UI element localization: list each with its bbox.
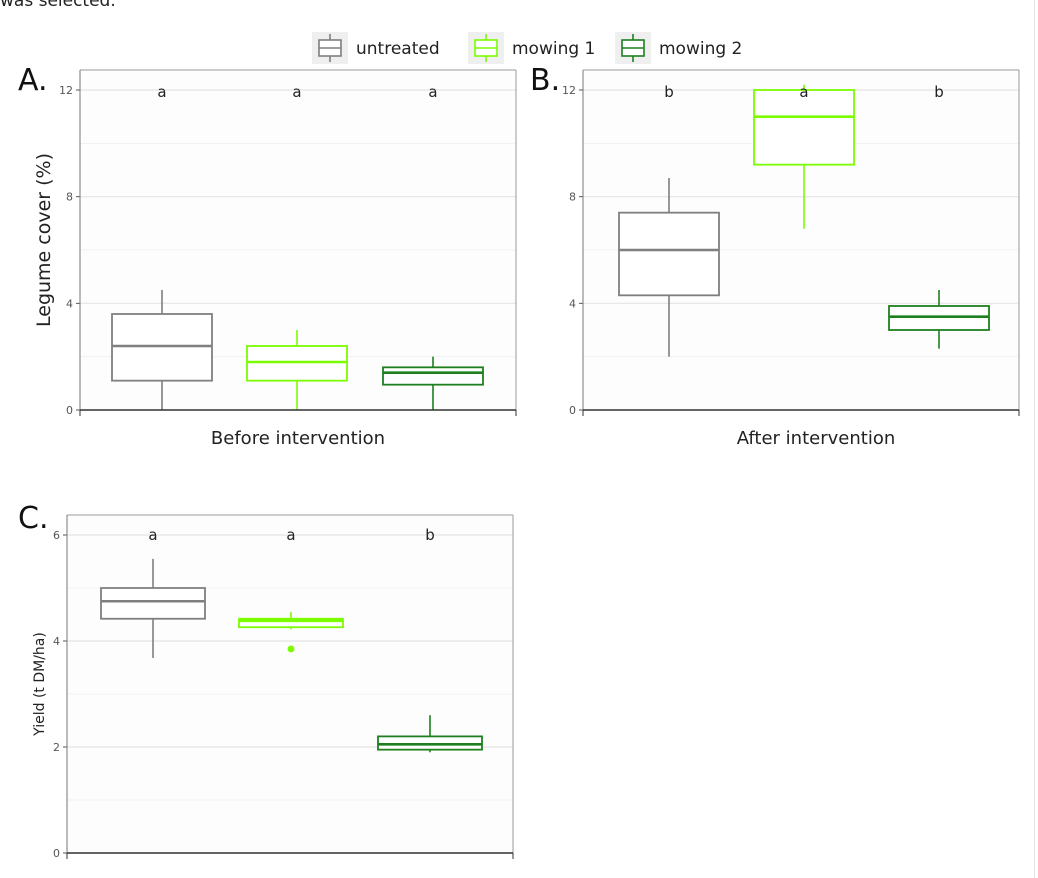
y-tick-label: 2 <box>53 741 60 754</box>
significance-letter: b <box>664 83 674 101</box>
box-mowing-2 <box>382 356 484 410</box>
top-text: was selected. <box>0 0 116 11</box>
significance-letter: a <box>428 83 437 101</box>
x-axis-label: Before intervention <box>211 428 385 449</box>
significance-letter: a <box>286 526 295 544</box>
significance-letter: a <box>292 83 301 101</box>
outlier-point <box>287 645 295 653</box>
y-tick-label: 4 <box>53 635 60 648</box>
page-edge-divider <box>1034 0 1035 878</box>
box-iqr <box>238 617 344 629</box>
box-mowing-1 <box>246 330 348 410</box>
significance-letter: a <box>157 83 166 101</box>
box-untreated <box>618 178 720 357</box>
x-axis-label: After intervention <box>737 428 896 449</box>
y-tick-label: 8 <box>66 191 73 204</box>
y-tick-label: 0 <box>569 404 576 417</box>
box-iqr <box>382 366 484 386</box>
box-iqr <box>618 211 720 297</box>
y-tick-label: 12 <box>562 84 576 97</box>
significance-letter: b <box>934 83 944 101</box>
significance-letter: a <box>799 83 808 101</box>
y-tick-label: 12 <box>59 84 73 97</box>
panel-label: C. <box>18 501 48 536</box>
plot-background <box>67 515 513 853</box>
box-mowing-2 <box>377 715 483 753</box>
y-tick-label: 6 <box>53 529 60 542</box>
panel-label: B. <box>530 63 560 98</box>
y-axis-label: Legume cover (%) <box>33 153 55 327</box>
significance-letter: a <box>148 526 157 544</box>
y-tick-label: 0 <box>53 847 60 860</box>
panel-label: A. <box>18 63 48 98</box>
legend: untreated mowing 1 mowing 2 <box>312 32 742 64</box>
box-mowing-2 <box>888 290 990 349</box>
panel-a: 0 4 8 12 a a a Before intervention Legume cover … <box>18 63 517 449</box>
box-untreated <box>111 290 213 410</box>
box-iqr <box>888 305 990 331</box>
significance-letter: b <box>425 526 435 544</box>
box-mowing-1 <box>753 84 855 229</box>
box-iqr <box>753 89 855 166</box>
y-tick-label: 0 <box>66 404 73 417</box>
panel-b: 0 4 8 12 b a b After intervention B. <box>530 63 1020 449</box>
box-mowing-1 <box>238 611 344 653</box>
panel-c: 0 2 4 6 a a b Yield (t DM/ha) C. <box>18 501 514 860</box>
box-iqr <box>377 735 483 751</box>
y-axis-label: Yield (t DM/ha) <box>32 632 48 737</box>
legend-label: untreated <box>356 39 440 59</box>
box-iqr <box>100 587 206 620</box>
y-tick-label: 4 <box>66 297 73 310</box>
y-tick-label: 4 <box>569 297 576 310</box>
legend-label: mowing 1 <box>512 39 595 59</box>
box-iqr <box>111 313 213 382</box>
box-untreated <box>100 558 206 658</box>
box-iqr <box>246 345 348 382</box>
legend-label: mowing 2 <box>659 39 742 59</box>
y-tick-label: 8 <box>569 191 576 204</box>
